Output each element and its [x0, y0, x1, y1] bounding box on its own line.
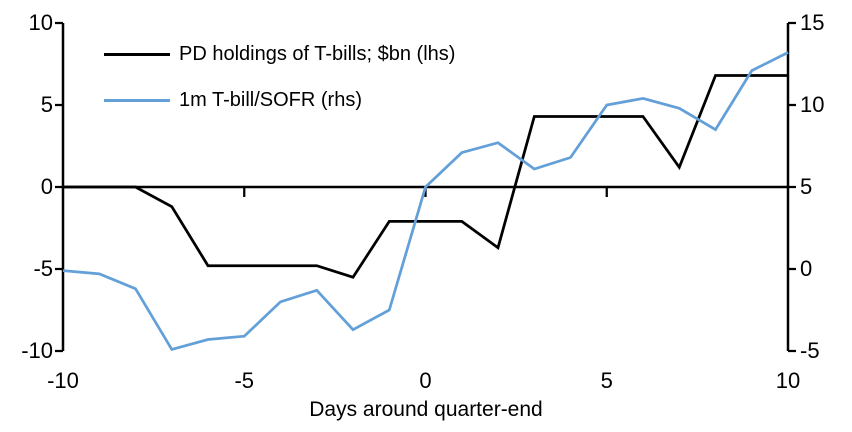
- y-right-tick-label: 15: [800, 10, 825, 35]
- x-axis-title: Days around quarter-end: [309, 398, 543, 421]
- x-tick-label: 5: [600, 368, 613, 393]
- legend-label-tbill-sofr: 1m T-bill/SOFR (rhs): [179, 89, 362, 111]
- y-left-tick-label: -5: [33, 256, 53, 281]
- legend-item-pd-holdings: PD holdings of T-bills; $bn (lhs): [104, 31, 455, 77]
- y-right-tick-label: 5: [800, 174, 813, 199]
- x-tick-label: 10: [775, 368, 801, 393]
- legend-swatch-tbill-sofr: [104, 98, 170, 102]
- legend-swatch-pd-holdings: [104, 52, 170, 56]
- y-left-tick-label: 10: [28, 10, 53, 35]
- x-tick-label: 0: [419, 368, 432, 393]
- legend-item-tbill-sofr: 1m T-bill/SOFR (rhs): [104, 77, 455, 123]
- y-right-tick-label: -5: [800, 338, 820, 363]
- legend-label-pd-holdings: PD holdings of T-bills; $bn (lhs): [179, 43, 456, 65]
- y-right-tick-label: 10: [800, 92, 825, 117]
- series-lines: [62, 51, 789, 352]
- legend: PD holdings of T-bills; $bn (lhs) 1m T-b…: [104, 31, 455, 123]
- x-tick-label: -5: [234, 368, 255, 393]
- y-left-tick-label: 5: [40, 92, 53, 117]
- y-right-tick-label: 0: [800, 256, 813, 281]
- y-left-tick-label: -10: [21, 338, 53, 363]
- y-left-tick-label: 0: [40, 174, 53, 199]
- series-line-1: [62, 51, 789, 352]
- series-line-0: [63, 74, 788, 279]
- x-tick-label: -10: [47, 368, 79, 393]
